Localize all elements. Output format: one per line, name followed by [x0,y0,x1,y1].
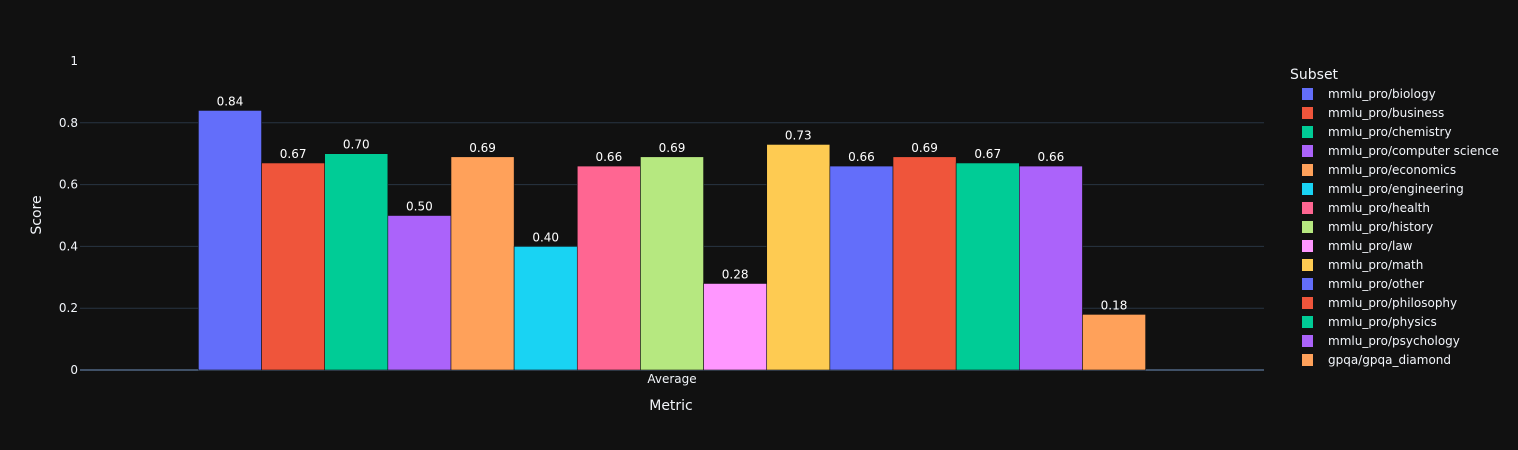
legend-item[interactable]: mmlu_pro/economics [1302,163,1456,177]
legend-item[interactable]: mmlu_pro/biology [1302,87,1436,101]
legend-label: mmlu_pro/philosophy [1328,296,1457,310]
legend-label: mmlu_pro/biology [1328,87,1436,101]
bar-value-label: 0.18 [1101,298,1128,312]
y-tick-label: 0.8 [59,116,78,130]
bar-value-labels: 0.84 0.67 0.70 0.50 0.69 0.40 0.66 0.69 0.28 0.73… [217,94,1128,312]
bar [387,215,452,371]
legend-swatch [1302,126,1313,138]
bar-value-label: 0.66 [848,150,875,164]
bar [198,110,262,371]
legend-label: mmlu_pro/business [1328,106,1444,120]
bar [766,144,831,371]
legend[interactable]: mmlu_pro/biology mmlu_pro/business mmlu_pr… [1302,87,1499,367]
bar-value-label: 0.84 [217,94,244,108]
bar-value-label: 0.67 [280,147,307,161]
legend-item[interactable]: mmlu_pro/chemistry [1302,125,1452,139]
legend-label: mmlu_pro/physics [1328,315,1437,329]
legend-swatch [1302,316,1313,328]
bar-value-label: 0.50 [406,200,433,214]
bar [261,162,325,371]
legend-item[interactable]: mmlu_pro/engineering [1302,182,1464,196]
legend-title: Subset [1290,67,1339,83]
bar [640,156,704,371]
bar-value-label: 0.69 [659,141,686,155]
x-axis-title: Metric [649,398,693,414]
bar-value-label: 0.69 [911,141,938,155]
bar-value-label: 0.40 [532,230,559,244]
legend-swatch [1302,354,1313,366]
legend-label: mmlu_pro/law [1328,239,1413,253]
bar [892,156,957,371]
y-tick-label: 0.4 [59,239,78,253]
x-axis-ticks: Average [647,372,696,386]
y-tick-label: 1 [70,54,78,68]
legend-item[interactable]: mmlu_pro/other [1302,277,1424,291]
legend-swatch [1302,202,1313,214]
legend-item[interactable]: mmlu_pro/psychology [1302,334,1460,348]
bar [513,246,578,371]
legend-label: mmlu_pro/health [1328,201,1430,215]
legend-item[interactable]: mmlu_pro/physics [1302,315,1437,329]
legend-label: mmlu_pro/psychology [1328,334,1460,348]
legend-label: mmlu_pro/chemistry [1328,125,1452,139]
bar [703,283,768,371]
legend-swatch [1302,240,1313,252]
legend-swatch [1302,221,1313,233]
legend-label: mmlu_pro/economics [1328,163,1456,177]
bar [1019,165,1083,371]
bar [576,165,641,371]
bar-value-label: 0.69 [469,141,496,155]
legend-item[interactable]: mmlu_pro/history [1302,220,1433,234]
bar-value-label: 0.67 [974,147,1001,161]
legend-swatch [1302,164,1313,176]
bar [324,153,389,371]
legend-swatch [1302,259,1313,271]
bar-value-label: 0.70 [343,138,370,152]
legend-label: mmlu_pro/other [1328,277,1424,291]
bar [955,162,1020,371]
legend-item[interactable]: mmlu_pro/philosophy [1302,296,1457,310]
legend-swatch [1302,145,1313,157]
legend-label: mmlu_pro/history [1328,220,1433,234]
legend-item[interactable]: mmlu_pro/math [1302,258,1423,272]
legend-swatch [1302,297,1313,309]
bar-value-label: 0.73 [785,128,812,142]
y-tick-label: 0.6 [59,178,78,192]
legend-label: gpqa/gpqa_diamond [1328,353,1451,367]
bar-value-label: 0.66 [595,150,622,164]
legend-swatch [1302,278,1313,290]
bars [198,110,1146,371]
legend-swatch [1302,183,1313,195]
legend-item[interactable]: mmlu_pro/health [1302,201,1430,215]
legend-label: mmlu_pro/computer science [1328,144,1499,158]
bar [829,165,894,371]
y-axis-title: Score [29,195,45,234]
bar-value-label: 0.28 [722,267,749,281]
legend-label: mmlu_pro/math [1328,258,1423,272]
legend-item[interactable]: mmlu_pro/business [1302,106,1444,120]
bar [450,156,515,371]
legend-item[interactable]: mmlu_pro/law [1302,239,1413,253]
legend-swatch [1302,88,1313,100]
y-tick-label: 0 [70,363,78,377]
legend-label: mmlu_pro/engineering [1328,182,1464,196]
legend-swatch [1302,107,1313,119]
y-axis-ticks: 0 0.2 0.4 0.6 0.8 1 [59,54,78,377]
legend-item[interactable]: gpqa/gpqa_diamond [1302,353,1451,367]
bar-value-label: 0.66 [1038,150,1065,164]
x-tick-label: Average [647,372,696,386]
legend-swatch [1302,335,1313,347]
legend-item[interactable]: mmlu_pro/computer science [1302,144,1499,158]
y-tick-label: 0.2 [59,301,78,315]
bar [1082,314,1146,371]
